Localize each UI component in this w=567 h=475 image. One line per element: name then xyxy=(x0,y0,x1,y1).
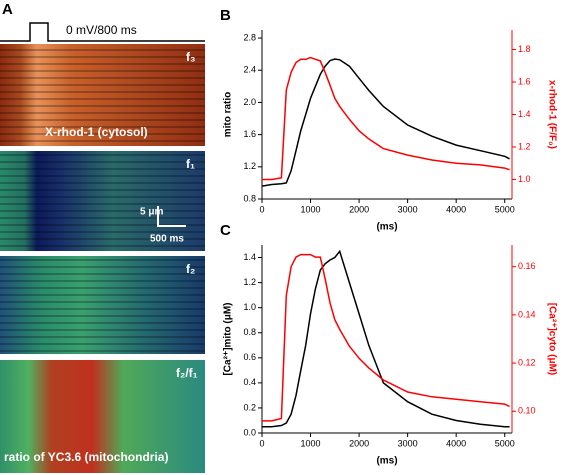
data-line xyxy=(261,58,510,187)
image-caption: ratio of YC3.6 (mitochondria) xyxy=(4,450,168,464)
panel-label: B xyxy=(220,7,231,24)
image-texture xyxy=(0,256,205,354)
data-line xyxy=(262,253,510,422)
protocol-label: 0 mV/800 ms xyxy=(66,23,137,37)
x-tick-label: 3000 xyxy=(398,204,418,214)
x-tick-label: 2000 xyxy=(349,438,369,448)
y2-tick-label: 1.2 xyxy=(518,141,531,151)
x-tick-label: 4000 xyxy=(446,204,466,214)
y-tick-label: 1.4 xyxy=(243,252,256,262)
image-tag: f₂ xyxy=(186,262,195,276)
y-tick-label: 0.0 xyxy=(243,427,256,437)
y-tick-label: 0.6 xyxy=(243,352,256,362)
y-tick-label: 2.4 xyxy=(243,65,256,75)
y2-tick-label: 0.16 xyxy=(518,261,536,271)
y-axis-label: [Ca²⁺]mito (μM) xyxy=(223,302,234,375)
y2-axis-label: [Ca²⁺]cyto (μM) xyxy=(546,303,557,376)
x-tick-label: 2000 xyxy=(349,204,369,214)
x-axis-label: (ms) xyxy=(376,222,397,233)
protocol-trace xyxy=(0,22,205,42)
panel-label: A xyxy=(2,1,13,18)
image-caption: X-rhod-1 (cytosol) xyxy=(45,125,148,139)
scale-x: 500 ms xyxy=(150,234,184,245)
x-tick-label: 0 xyxy=(259,438,264,448)
data-line xyxy=(262,249,510,428)
y2-tick-label: 1.8 xyxy=(518,44,531,54)
y2-tick-label: 1.4 xyxy=(518,109,531,119)
y-tick-label: 1.6 xyxy=(243,129,256,139)
y2-tick-label: 0.14 xyxy=(518,309,536,319)
y2-axis-label: x-rhod-1 (F/F₀) xyxy=(546,80,557,149)
image-tag: f₃ xyxy=(186,50,196,64)
y2-tick-label: 1.6 xyxy=(518,76,531,86)
y-tick-label: 0.4 xyxy=(243,377,256,387)
y-tick-label: 2.8 xyxy=(243,32,256,42)
y-tick-label: 0.8 xyxy=(243,193,256,203)
scale-y: 5 μm xyxy=(140,207,163,218)
panel-label: C xyxy=(220,222,231,239)
x-tick-label: 1000 xyxy=(301,438,321,448)
x-axis-label: (ms) xyxy=(376,456,397,467)
y-tick-label: 2.0 xyxy=(243,97,256,107)
x-tick-label: 3000 xyxy=(398,438,418,448)
y2-tick-label: 0.12 xyxy=(518,357,536,367)
x-tick-label: 1000 xyxy=(301,204,321,214)
image-ratio xyxy=(0,360,205,473)
y-axis-label: mito ratio xyxy=(223,92,234,138)
y-tick-label: 0.8 xyxy=(243,327,256,337)
y-tick-label: 1.2 xyxy=(243,161,256,171)
y-tick-label: 1.2 xyxy=(243,277,256,287)
x-tick-label: 0 xyxy=(259,204,264,214)
image-tag: f₁ xyxy=(186,157,195,171)
scale-bar xyxy=(157,206,186,227)
image-texture xyxy=(0,44,205,146)
y2-tick-label: 1.0 xyxy=(518,174,531,184)
image-tag: f₂/f₁ xyxy=(176,366,198,380)
x-tick-label: 5000 xyxy=(495,438,515,448)
y-tick-label: 1.0 xyxy=(243,302,256,312)
x-tick-label: 5000 xyxy=(495,204,515,214)
y-tick-label: 0.2 xyxy=(243,402,256,412)
y2-tick-label: 0.10 xyxy=(518,406,536,416)
x-tick-label: 4000 xyxy=(446,438,466,448)
data-line xyxy=(262,56,510,181)
image-texture xyxy=(0,151,205,251)
